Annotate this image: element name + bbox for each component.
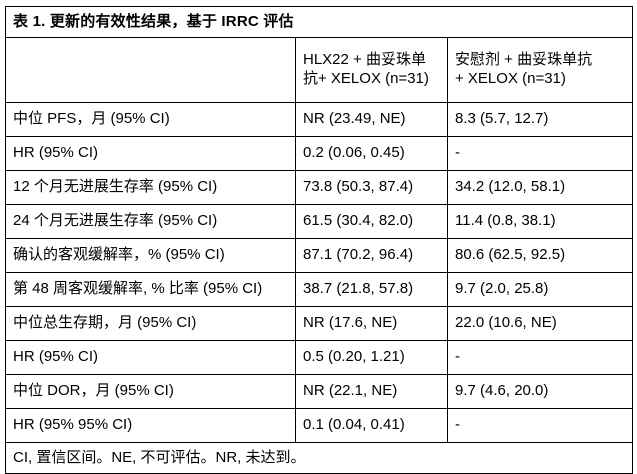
value-placebo-arm: - [447,136,633,171]
header-empty-cell [5,37,296,103]
table-row-dor-hr: HR (95% 95% CI) 0.1 (0.04, 0.41) - [5,408,633,443]
column-header-hlx22-line1: HLX22 + 曲妥珠单 [303,51,426,69]
value-placebo-arm: 22.0 (10.6, NE) [447,306,633,341]
value-hlx22-arm: 87.1 (70.2, 96.4) [295,238,448,273]
value-hlx22-arm: NR (17.6, NE) [295,306,448,341]
table-row-median-pfs: 中位 PFS，月 (95% CI) NR (23.49, NE) 8.3 (5.… [5,102,633,137]
row-label: HR (95% CI) [5,136,296,171]
row-label: 中位总生存期，月 (95% CI) [5,306,296,341]
value-hlx22-arm: 0.5 (0.20, 1.21) [295,340,448,375]
column-header-hlx22-arm: HLX22 + 曲妥珠单 抗+ XELOX (n=31) [295,37,448,103]
row-label: 中位 DOR，月 (95% CI) [5,374,296,409]
value-hlx22-arm: NR (23.49, NE) [295,102,448,137]
table-footnote-row: CI, 置信区间。NE, 不可评估。NR, 未达到。 [5,442,633,474]
row-label: 12 个月无进展生存率 (95% CI) [5,170,296,205]
value-hlx22-arm: 73.8 (50.3, 87.4) [295,170,448,205]
value-placebo-arm: 34.2 (12.0, 58.1) [447,170,633,205]
table-row-24month-pfs-rate: 24 个月无进展生存率 (95% CI) 61.5 (30.4, 82.0) 1… [5,204,633,239]
value-placebo-arm: 9.7 (4.6, 20.0) [447,374,633,409]
row-label: 第 48 周客观缓解率, % 比率 (95% CI) [5,272,296,307]
table-row-os-hr: HR (95% CI) 0.5 (0.20, 1.21) - [5,340,633,375]
value-hlx22-arm: 61.5 (30.4, 82.0) [295,204,448,239]
value-placebo-arm: 9.7 (2.0, 25.8) [447,272,633,307]
value-hlx22-arm: 0.2 (0.06, 0.45) [295,136,448,171]
row-label: 中位 PFS，月 (95% CI) [5,102,296,137]
value-placebo-arm: 8.3 (5.7, 12.7) [447,102,633,137]
table-row-pfs-hr: HR (95% CI) 0.2 (0.06, 0.45) - [5,136,633,171]
column-header-placebo-line1: 安慰剂 + 曲妥珠单抗 [455,51,593,69]
row-label: 24 个月无进展生存率 (95% CI) [5,204,296,239]
row-label: HR (95% 95% CI) [5,408,296,443]
value-hlx22-arm: 0.1 (0.04, 0.41) [295,408,448,443]
table-row-12month-pfs-rate: 12 个月无进展生存率 (95% CI) 73.8 (50.3, 87.4) 3… [5,170,633,205]
row-label: 确认的客观缓解率，% (95% CI) [5,238,296,273]
table-row-median-os: 中位总生存期，月 (95% CI) NR (17.6, NE) 22.0 (10… [5,306,633,341]
table-footnote: CI, 置信区间。NE, 不可评估。NR, 未达到。 [5,442,633,474]
table-title: 表 1. 更新的有效性结果，基于 IRRC 评估 [5,6,633,38]
value-placebo-arm: - [447,340,633,375]
column-header-hlx22-line2: 抗+ XELOX (n=31) [303,70,429,87]
column-header-placebo-arm: 安慰剂 + 曲妥珠单抗 + XELOX (n=31) [447,37,633,103]
value-placebo-arm: - [447,408,633,443]
value-hlx22-arm: NR (22.1, NE) [295,374,448,409]
efficacy-results-table-wrap: 表 1. 更新的有效性结果，基于 IRRC 评估 HLX22 + 曲妥珠单 抗+… [5,6,633,474]
row-label: HR (95% CI) [5,340,296,375]
value-placebo-arm: 11.4 (0.8, 38.1) [447,204,633,239]
value-placebo-arm: 80.6 (62.5, 92.5) [447,238,633,273]
table-title-row: 表 1. 更新的有效性结果，基于 IRRC 评估 [5,6,633,38]
table-row-confirmed-orr: 确认的客观缓解率，% (95% CI) 87.1 (70.2, 96.4) 80… [5,238,633,273]
table-row-median-dor: 中位 DOR，月 (95% CI) NR (22.1, NE) 9.7 (4.6… [5,374,633,409]
value-hlx22-arm: 38.7 (21.8, 57.8) [295,272,448,307]
column-header-placebo-line2: + XELOX (n=31) [455,70,566,87]
efficacy-results-table: 表 1. 更新的有效性结果，基于 IRRC 评估 HLX22 + 曲妥珠单 抗+… [5,6,633,474]
table-header-row: HLX22 + 曲妥珠单 抗+ XELOX (n=31) 安慰剂 + 曲妥珠单抗… [5,37,633,103]
table-row-week48-orr: 第 48 周客观缓解率, % 比率 (95% CI) 38.7 (21.8, 5… [5,272,633,307]
